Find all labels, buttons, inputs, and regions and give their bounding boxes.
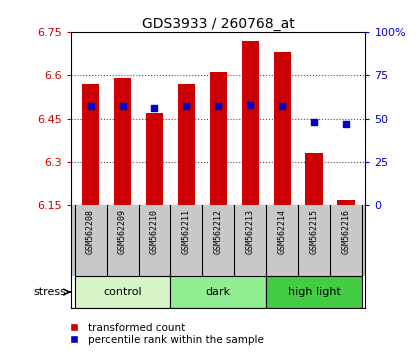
Legend: transformed count, percentile rank within the sample: transformed count, percentile rank withi…: [60, 318, 268, 349]
Text: GSM562213: GSM562213: [246, 209, 255, 254]
Text: stress: stress: [34, 287, 67, 297]
Point: [279, 104, 286, 109]
Text: dark: dark: [206, 287, 231, 297]
Text: GSM562214: GSM562214: [278, 209, 287, 254]
Point: [151, 105, 158, 111]
Bar: [178, 84, 195, 205]
Text: GSM562210: GSM562210: [150, 209, 159, 254]
Bar: [273, 52, 291, 205]
Bar: [337, 200, 355, 205]
Text: GSM562208: GSM562208: [86, 209, 95, 254]
Point: [119, 104, 126, 109]
Point: [247, 102, 254, 108]
Bar: [171, 276, 266, 308]
Text: GSM562211: GSM562211: [182, 209, 191, 254]
Text: GSM562212: GSM562212: [214, 209, 223, 254]
Bar: [266, 276, 362, 308]
Text: GSM562215: GSM562215: [310, 209, 319, 254]
Bar: [146, 113, 163, 205]
Bar: [75, 276, 171, 308]
Bar: [210, 72, 227, 205]
Text: GSM562209: GSM562209: [118, 209, 127, 254]
Bar: [241, 41, 259, 205]
Point: [343, 121, 349, 127]
Bar: [82, 84, 100, 205]
Text: control: control: [103, 287, 142, 297]
Text: high light: high light: [288, 287, 341, 297]
Point: [87, 104, 94, 109]
Point: [311, 119, 318, 125]
Point: [183, 104, 190, 109]
Bar: [114, 78, 131, 205]
Text: GSM562216: GSM562216: [342, 209, 351, 254]
Point: [215, 104, 222, 109]
Title: GDS3933 / 260768_at: GDS3933 / 260768_at: [142, 17, 295, 31]
Bar: [305, 153, 323, 205]
